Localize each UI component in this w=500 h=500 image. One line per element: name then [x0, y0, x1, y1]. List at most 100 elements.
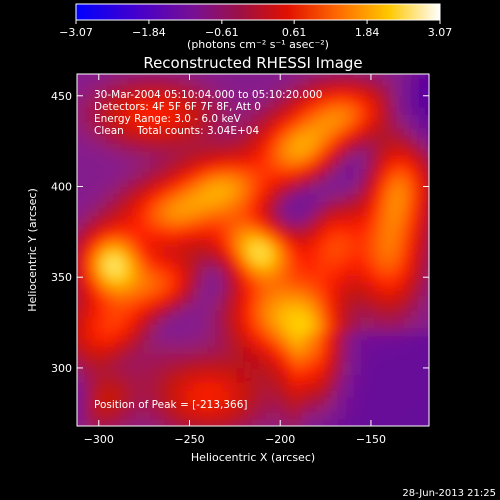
heatmap-cell	[440, 216, 448, 224]
heatmap-cell	[229, 259, 238, 267]
heatmap-cell	[84, 63, 92, 71]
heatmap-cell	[280, 222, 289, 231]
heatmap-cell	[410, 201, 419, 209]
heatmap-cell	[236, 346, 245, 355]
heatmap-cell	[135, 324, 143, 333]
heatmap-cell	[207, 222, 216, 231]
heatmap-cell	[236, 353, 245, 362]
heatmap-cell	[77, 237, 78, 246]
x-tick-label: −250	[174, 433, 204, 446]
heatmap-cell	[440, 361, 448, 369]
heatmap-cell	[164, 389, 172, 398]
heatmap-cell	[294, 121, 303, 130]
heatmap-cell	[156, 92, 165, 100]
heatmap-cell	[91, 179, 100, 188]
heatmap-cell	[77, 222, 78, 231]
heatmap-cell	[135, 215, 143, 224]
heatmap-cell	[113, 92, 122, 100]
heatmap-cell	[396, 230, 405, 238]
plot-area	[63, 56, 448, 441]
heatmap-cell	[135, 433, 143, 441]
heatmap-cell	[258, 164, 267, 173]
heatmap-cell	[331, 259, 339, 267]
heatmap-cell	[178, 295, 187, 304]
heatmap-cell	[251, 317, 260, 325]
heatmap-cell	[98, 172, 107, 180]
heatmap-cell	[418, 230, 426, 238]
heatmap-cell	[171, 251, 180, 260]
heatmap-cell	[243, 128, 252, 137]
heatmap-cell	[77, 201, 78, 209]
heatmap-cell	[258, 128, 267, 137]
heatmap-cell	[164, 338, 172, 347]
heatmap-cell	[294, 295, 303, 304]
heatmap-cell	[309, 295, 318, 304]
heatmap-cell	[251, 222, 260, 231]
heatmap-cell	[425, 266, 429, 275]
heatmap-cell	[360, 208, 368, 217]
heatmap-cell	[433, 274, 441, 282]
heatmap-cell	[410, 273, 419, 282]
heatmap-cell	[352, 280, 361, 289]
heatmap-cell	[113, 331, 122, 340]
heatmap-cell	[200, 280, 209, 289]
heatmap-cell	[360, 215, 368, 224]
heatmap-cell	[389, 172, 397, 180]
colorbar-tick-label: −1.84	[132, 26, 166, 39]
heatmap-cell	[352, 295, 361, 304]
heatmap-cell	[84, 367, 93, 376]
heatmap-cell	[164, 375, 172, 384]
heatmap-cell	[410, 244, 419, 253]
heatmap-cell	[352, 99, 361, 108]
heatmap-cell	[98, 92, 107, 100]
heatmap-cell	[265, 121, 274, 130]
heatmap-cell	[345, 317, 354, 325]
heatmap-cell	[396, 324, 405, 333]
heatmap-cell	[374, 273, 383, 282]
heatmap-cell	[207, 317, 216, 325]
heatmap-cell	[294, 237, 303, 246]
heatmap-cell	[63, 223, 71, 231]
heatmap-cell	[374, 172, 383, 180]
heatmap-cell	[236, 128, 245, 137]
heatmap-cell	[316, 404, 325, 413]
heatmap-cell	[178, 237, 187, 246]
heatmap-cell	[207, 179, 216, 188]
heatmap-cell	[99, 56, 107, 64]
heatmap-cell	[396, 251, 405, 260]
heatmap-cell	[309, 309, 318, 318]
heatmap-cell	[243, 244, 252, 253]
heatmap-cell	[418, 121, 426, 130]
heatmap-cell	[273, 317, 281, 325]
heatmap-cell	[360, 121, 368, 130]
heatmap-cell	[236, 186, 245, 195]
heatmap-cell	[106, 251, 114, 260]
heatmap-cell	[149, 331, 158, 340]
heatmap-cell	[309, 324, 318, 333]
heatmap-cell	[222, 150, 231, 159]
heatmap-cell	[403, 375, 412, 384]
heatmap-cell	[185, 215, 194, 224]
heatmap-cell	[309, 273, 318, 282]
heatmap-cell	[200, 135, 209, 144]
heatmap-cell	[389, 237, 397, 246]
heatmap-cell	[77, 193, 78, 202]
heatmap-cell	[440, 85, 448, 93]
heatmap-cell	[302, 77, 310, 86]
heatmap-cell	[156, 230, 165, 238]
heatmap-cell	[113, 186, 122, 195]
heatmap-cell	[280, 360, 289, 369]
heatmap-cell	[302, 237, 310, 246]
heatmap-cell	[265, 113, 274, 122]
heatmap-cell	[113, 295, 122, 304]
heatmap-cell	[200, 375, 209, 384]
heatmap-cell	[389, 353, 397, 362]
heatmap-cell	[135, 375, 143, 384]
heatmap-cell	[171, 389, 180, 398]
heatmap-cell	[433, 353, 441, 361]
heatmap-cell	[418, 273, 426, 282]
heatmap-cell	[243, 186, 252, 195]
heatmap-cell	[222, 77, 231, 86]
heatmap-cell	[149, 360, 158, 369]
heatmap-cell	[156, 77, 165, 86]
